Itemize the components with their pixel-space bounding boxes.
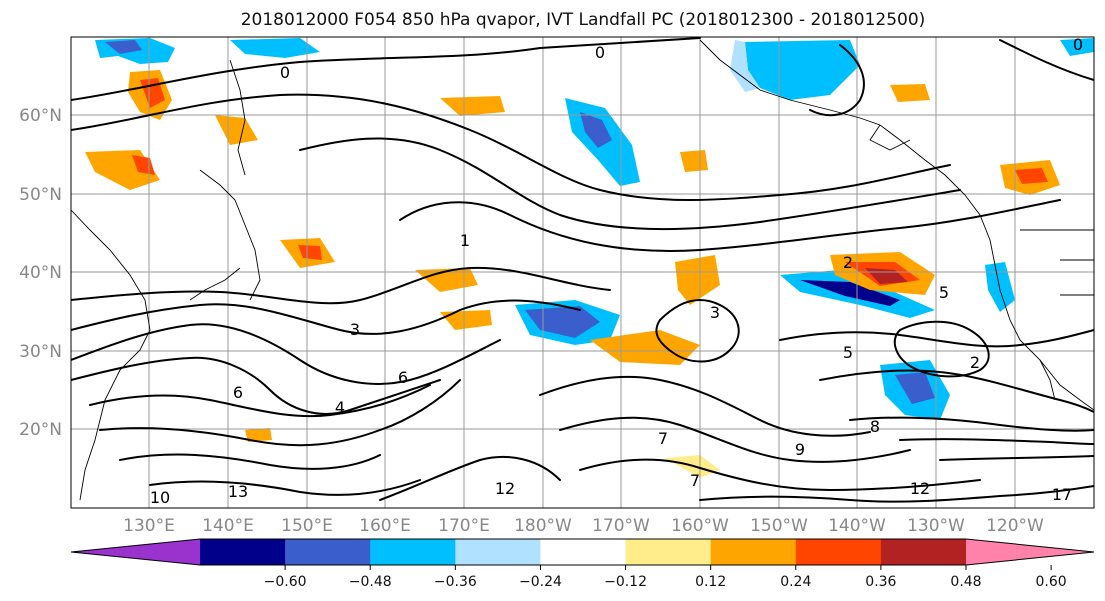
lon-label: 160°W: [671, 516, 729, 536]
shade-orange-14: [245, 428, 272, 442]
map: 0 0 0 1 2 2 3 3 4 5 5 6 6 7 7 8 9 10 12 …: [70, 35, 1095, 509]
contour-label: 13: [228, 482, 248, 501]
shade-red-11: [1015, 168, 1048, 184]
shade-blue-4b: [580, 112, 612, 148]
shade-blue-3b: [730, 40, 760, 92]
shade-blue-6b: [800, 280, 900, 306]
contour-label: 0: [595, 43, 605, 62]
colorbar-segment: [200, 539, 286, 565]
contour-label: 12: [495, 479, 515, 498]
contour-label: 7: [690, 471, 700, 490]
shade-orange-7: [440, 96, 505, 116]
shade-orange-5: [415, 268, 478, 292]
lon-label: 170°W: [592, 516, 650, 536]
lon-label: 170°E: [438, 516, 490, 536]
shade-blue-9: [1060, 38, 1094, 56]
colorbar-tick-label: 0.24: [780, 574, 811, 590]
shade-blue-2: [230, 38, 320, 58]
contour-label: 0: [280, 63, 290, 82]
contour-labels: 0 0 0 1 2 2 3 3 4 5 5 6 6 7 7 8 9 10 12 …: [150, 35, 1083, 507]
colorbar-tick-label: −0.24: [519, 574, 562, 590]
colorbar-ticks: −0.60 −0.48 −0.36 −0.24 −0.12 0.12 0.24 0.36 0.4…: [264, 565, 1067, 590]
colorbar: −0.60 −0.48 −0.36 −0.24 −0.12 0.12 0.24 0.36 0.4…: [70, 538, 1095, 590]
contour-label: 3: [350, 320, 360, 339]
lon-label: 160°E: [359, 516, 411, 536]
colorbar-segment: [540, 539, 627, 565]
ivt-contours: [71, 37, 1094, 503]
contour-label: 2: [843, 253, 853, 272]
contour-label: 12: [910, 479, 930, 498]
latitude-labels: 60°N 50°N 40°N 30°N 20°N: [19, 106, 62, 440]
colorbar-segment: [455, 539, 541, 565]
lon-label: 150°E: [281, 516, 333, 536]
contour-label: 1: [460, 231, 470, 250]
lon-label: 140°W: [828, 516, 886, 536]
colorbar-segment: [795, 539, 882, 565]
colorbar-segments: [71, 539, 1094, 565]
lat-label: 60°N: [19, 106, 62, 126]
lon-label: 120°W: [986, 516, 1044, 536]
colorbar-segment: [370, 539, 456, 565]
shade-orange-12: [680, 150, 708, 172]
colorbar-segment: [710, 539, 797, 565]
contour-label: 6: [233, 383, 243, 402]
lon-label: 130°W: [907, 516, 965, 536]
lat-label: 30°N: [19, 342, 62, 362]
contour-label: 7: [658, 429, 668, 448]
shade-blue-7b: [895, 372, 935, 404]
lon-label: 150°W: [750, 516, 808, 536]
lat-label: 20°N: [19, 420, 62, 440]
shade-orange-13: [890, 84, 930, 102]
colorbar-tick-label: 0.60: [1036, 574, 1067, 590]
contour-label: 2: [970, 353, 980, 372]
colorbar-tick-label: 0.12: [695, 574, 726, 590]
contour-label: 5: [843, 343, 853, 362]
contour-label: 8: [870, 417, 880, 436]
lon-label: 130°E: [123, 516, 175, 536]
contour-label: 5: [939, 283, 949, 302]
contour-label: 9: [795, 440, 805, 459]
colorbar-tick-label: −0.60: [264, 574, 307, 590]
lon-label: 180°W: [514, 516, 572, 536]
contour-label: 0: [1073, 35, 1083, 54]
shade-blue-8: [985, 262, 1015, 312]
shade-blue-5b: [525, 306, 600, 338]
shade-orange-3: [215, 115, 258, 145]
shade-red-4: [298, 245, 322, 260]
contour-label: 6: [398, 368, 408, 387]
coastlines: [71, 39, 1094, 501]
colorbar-extension-low: [71, 539, 200, 565]
shade-blue-1b: [105, 40, 142, 54]
colorbar-segment: [880, 539, 967, 565]
lat-label: 50°N: [19, 185, 62, 205]
colorbar-tick-label: −0.12: [604, 574, 647, 590]
longitude-labels: 130°E 140°E 150°E 160°E 170°E 180°W 170°…: [123, 516, 1044, 536]
colorbar-segment: [625, 539, 712, 565]
colorbar-extension-high: [966, 539, 1094, 565]
contour-label: 4: [335, 398, 345, 417]
lon-label: 140°E: [202, 516, 254, 536]
contour-label: 17: [1052, 485, 1072, 504]
shade-orange-8: [590, 330, 700, 365]
shade-orange-9: [675, 255, 720, 305]
colorbar-segment: [285, 539, 371, 565]
map-frame: [70, 36, 1095, 509]
figure-title: 2018012000 F054 850 hPa qvapor, IVT Land…: [241, 10, 926, 30]
colorbar-tick-label: 0.36: [865, 574, 896, 590]
contour-label: 10: [150, 488, 170, 507]
colorbar-tick-label: −0.48: [349, 574, 392, 590]
lat-label: 40°N: [19, 263, 62, 283]
colorbar-tick-label: 0.48: [950, 574, 981, 590]
colorbar-tick-label: −0.36: [434, 574, 477, 590]
shade-orange-6: [440, 310, 492, 330]
shade-blue-3: [745, 40, 860, 100]
grid-lines: [71, 37, 1094, 508]
contour-label: 3: [710, 303, 720, 322]
colorbar-outline: [70, 538, 1095, 566]
